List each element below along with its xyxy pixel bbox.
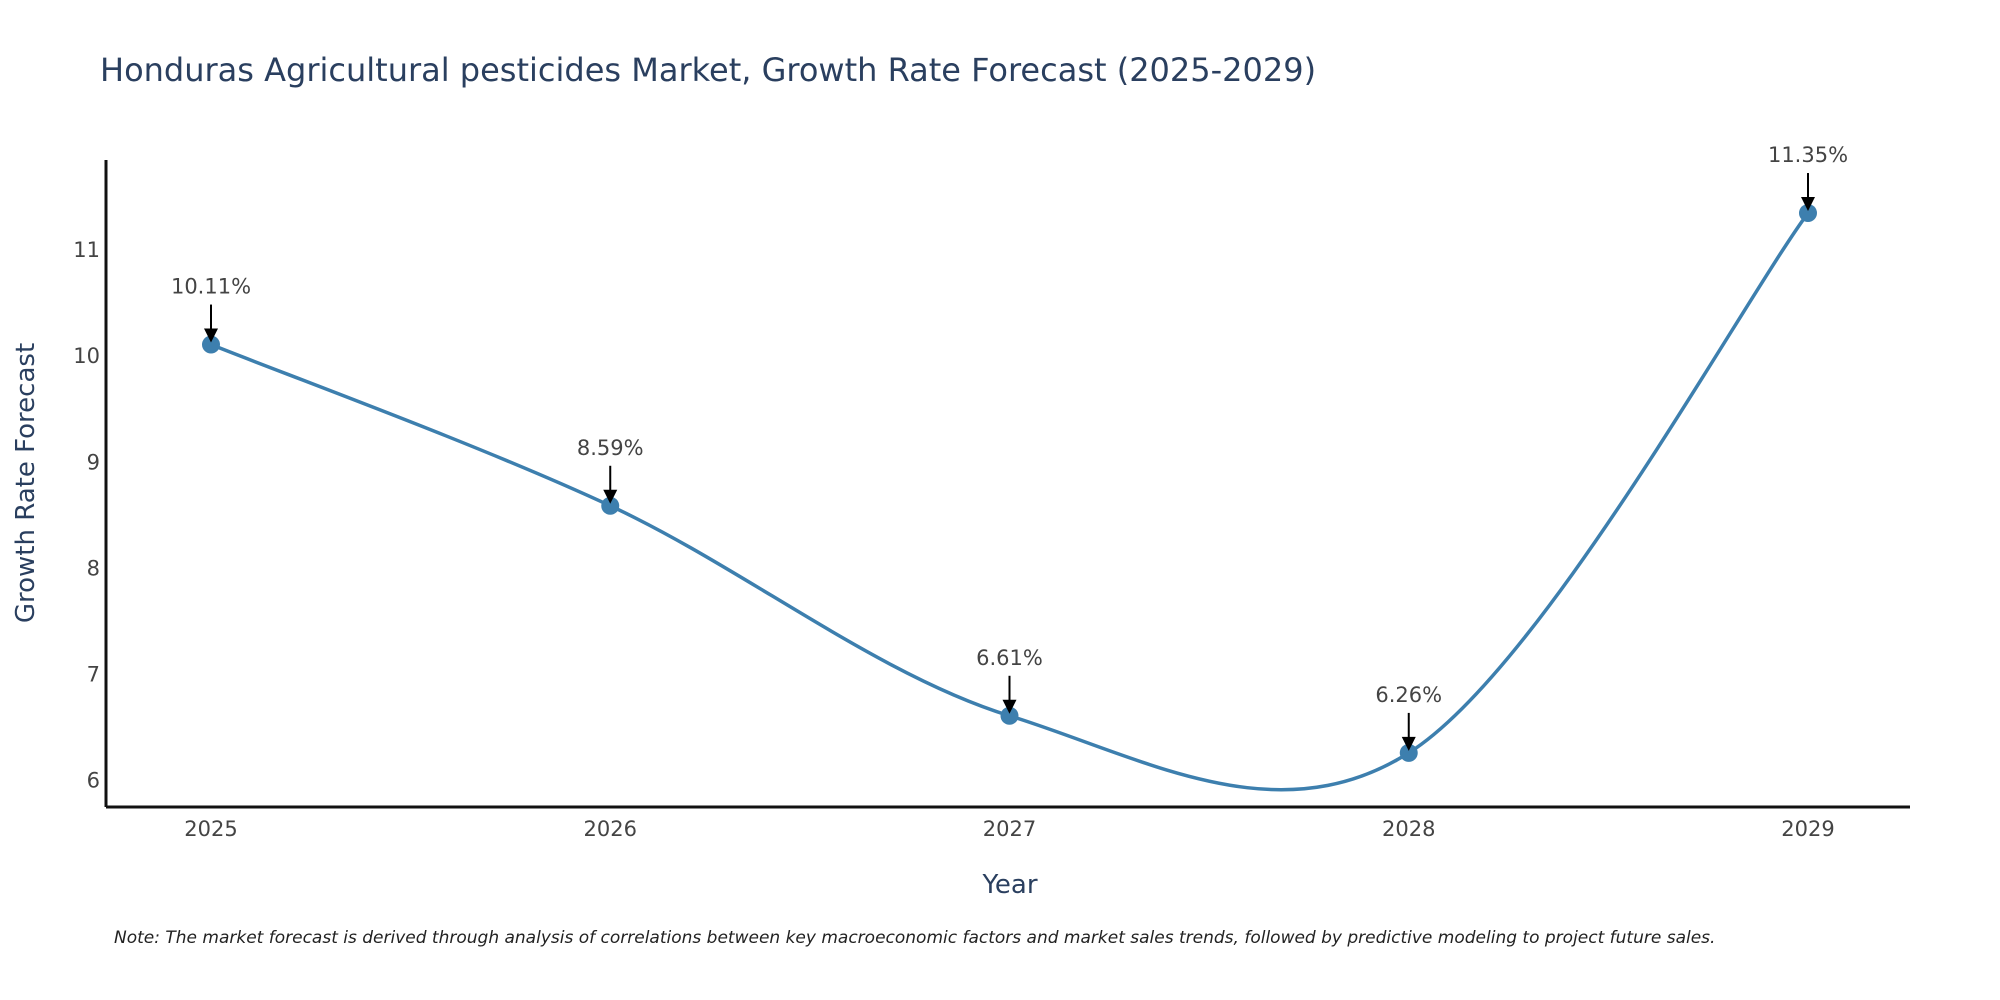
footnote: Note: The market forecast is derived thr… bbox=[114, 928, 1715, 948]
annotation-arrow-head bbox=[1002, 699, 1017, 714]
x-tick-label: 2026 bbox=[584, 817, 637, 841]
x-tick-label: 2029 bbox=[1781, 817, 1834, 841]
data-label: 11.35% bbox=[1768, 143, 1848, 167]
data-label: 8.59% bbox=[577, 436, 644, 460]
annotation-arrow-head bbox=[204, 328, 218, 343]
y-tick-labels: 6 7 8 9 10 11 bbox=[73, 238, 100, 792]
data-point bbox=[601, 496, 620, 515]
y-tick-label: 10 bbox=[73, 344, 100, 368]
data-point bbox=[1399, 743, 1418, 762]
y-axis-title: Growth Rate Forecast bbox=[11, 343, 41, 623]
data-annotations: 10.11% 8.59% 6.61% 6.26% 11.35% bbox=[171, 143, 1848, 751]
data-point bbox=[202, 335, 220, 354]
annotation-arrow-head bbox=[1801, 197, 1815, 212]
x-tick-label: 2028 bbox=[1382, 817, 1435, 841]
x-tick-labels: 2025 2026 2027 2028 2029 bbox=[184, 817, 1834, 841]
y-tick-label: 6 bbox=[87, 768, 100, 792]
y-tick-label: 7 bbox=[87, 662, 100, 686]
chart-title: Honduras Agricultural pesticides Market,… bbox=[100, 51, 1316, 89]
data-point bbox=[1000, 706, 1019, 725]
series-line bbox=[209, 211, 1810, 792]
data-label: 6.61% bbox=[976, 646, 1043, 670]
data-label: 10.11% bbox=[171, 275, 251, 299]
y-tick-label: 8 bbox=[87, 556, 100, 580]
x-tick-label: 2025 bbox=[184, 817, 237, 841]
x-axis-title: Year bbox=[981, 870, 1037, 900]
annotation-arrow-head bbox=[603, 489, 618, 504]
data-point bbox=[1799, 204, 1817, 223]
y-tick-label: 9 bbox=[87, 450, 100, 474]
annotation-arrow-head bbox=[1401, 736, 1416, 751]
data-markers bbox=[202, 204, 1817, 762]
data-label: 6.26% bbox=[1375, 683, 1442, 707]
y-tick-label: 11 bbox=[73, 238, 100, 262]
x-tick-label: 2027 bbox=[983, 817, 1036, 841]
